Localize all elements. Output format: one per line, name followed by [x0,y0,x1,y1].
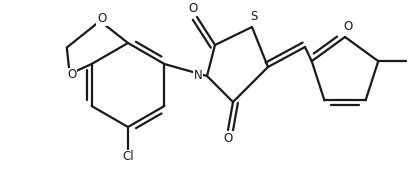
Text: S: S [250,9,257,23]
Text: O: O [67,68,76,82]
Text: Cl: Cl [122,150,133,163]
Text: O: O [223,131,232,145]
Text: N: N [193,69,202,82]
Text: O: O [97,12,106,26]
Text: O: O [188,2,197,16]
Text: O: O [343,20,352,33]
